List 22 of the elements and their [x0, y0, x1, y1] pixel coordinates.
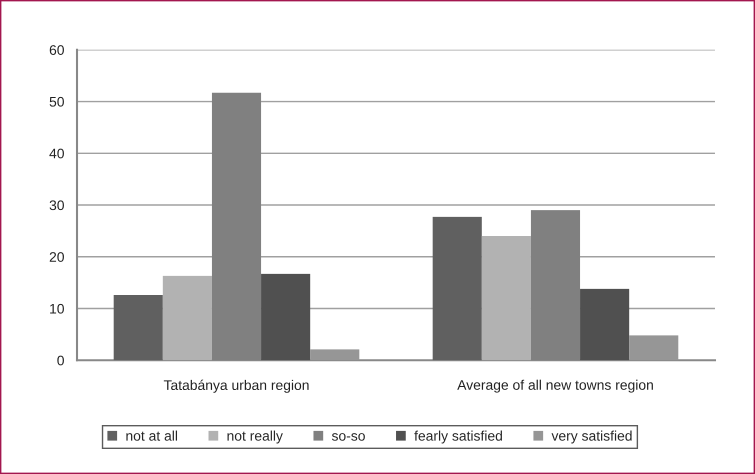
legend-label: so-so: [332, 433, 365, 441]
y-tick-label: 50: [50, 96, 64, 107]
y-tick-label: 40: [49, 148, 64, 158]
legend-label: very satisfied: [552, 430, 632, 444]
bar: [482, 236, 531, 360]
bar: [580, 288, 630, 360]
y-tick-label: 10: [50, 304, 64, 314]
y-tick-label: 30: [50, 200, 64, 210]
x-tick-label: Average of all new towns region: [457, 380, 653, 393]
y-tick-label: 60: [50, 45, 64, 55]
legend-label: not really: [227, 430, 283, 444]
legend-label: not at all: [126, 430, 178, 441]
bar: [162, 276, 212, 360]
legend-label: fearly satisfied: [414, 430, 502, 444]
bar: [114, 295, 163, 360]
y-tick-label: 0: [57, 356, 64, 366]
bar: [432, 216, 482, 360]
bar: [310, 349, 360, 360]
y-tick-label: 20: [50, 252, 64, 262]
x-tick-label: Tatabánya urban region: [164, 380, 309, 393]
bar: [261, 274, 310, 360]
bar: [629, 335, 678, 360]
